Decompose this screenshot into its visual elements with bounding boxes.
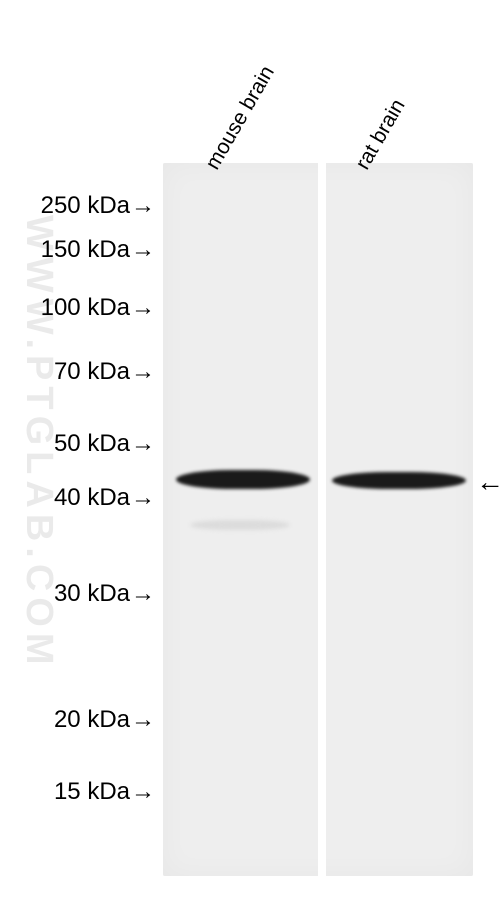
arrow-icon: → [131, 192, 155, 220]
target-arrow-icon: ← [476, 466, 500, 498]
mw-30: 30 kDa→ [28, 580, 155, 608]
mw-50: 50 kDa→ [28, 430, 155, 458]
band-lane2 [332, 472, 466, 489]
mw-text: 15 kDa [54, 778, 130, 805]
mw-15: 15 kDa→ [28, 778, 155, 806]
mw-text: 70 kDa [54, 358, 130, 385]
arrow-icon: → [131, 706, 155, 734]
arrow-icon: → [131, 236, 155, 264]
faint-band-lane1 [190, 520, 290, 530]
arrow-icon: → [131, 484, 155, 512]
arrow-icon: → [131, 778, 155, 806]
mw-text: 150 kDa [41, 236, 130, 263]
lane-divider [318, 163, 326, 876]
mw-text: 50 kDa [54, 430, 130, 457]
mw-text: 30 kDa [54, 580, 130, 607]
arrow-icon: → [131, 294, 155, 322]
mw-100: 100 kDa→ [14, 294, 155, 322]
figure-container: mouse brain rat brain 250 kDa→ 150 kDa→ … [0, 0, 500, 903]
arrow-icon: → [131, 580, 155, 608]
arrow-icon: → [131, 430, 155, 458]
mw-text: 40 kDa [54, 484, 130, 511]
mw-150: 150 kDa→ [14, 236, 155, 264]
mw-70: 70 kDa→ [28, 358, 155, 386]
mw-250: 250 kDa→ [14, 192, 155, 220]
mw-40: 40 kDa→ [28, 484, 155, 512]
mw-20: 20 kDa→ [28, 706, 155, 734]
arrow-icon: → [131, 358, 155, 386]
mw-text: 100 kDa [41, 294, 130, 321]
mw-text: 20 kDa [54, 706, 130, 733]
band-lane1 [176, 470, 310, 489]
mw-text: 250 kDa [41, 192, 130, 219]
lane-label-mouse-brain: mouse brain [201, 62, 280, 174]
